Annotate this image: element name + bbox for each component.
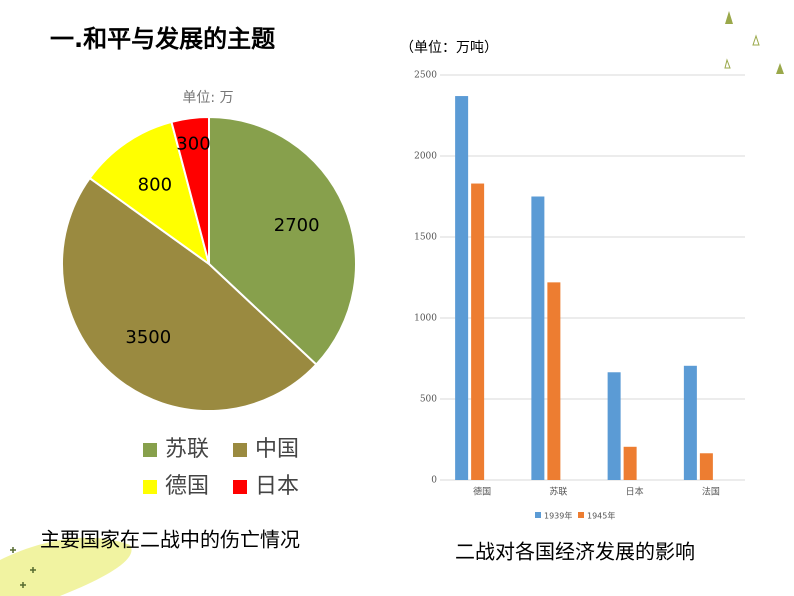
pie-slice <box>170 115 210 265</box>
data-label: 800 <box>138 174 172 195</box>
legend-label: 1939年 <box>544 511 572 521</box>
legend-label: 苏联 <box>165 437 209 462</box>
legend-label: 1945年 <box>587 511 615 521</box>
chart-title: （单位：万吨） <box>400 40 498 56</box>
y-tick-label: 500 <box>420 395 437 405</box>
pie-slice <box>88 120 211 267</box>
pie-slice <box>61 176 318 412</box>
bar <box>455 96 469 480</box>
legend-label: 德国 <box>165 474 209 499</box>
y-tick-label: 1500 <box>414 233 437 243</box>
legend-label: 中国 <box>255 437 299 462</box>
caption: 二战对各国经济发展的影响 <box>455 540 695 564</box>
legend-swatch <box>233 480 247 494</box>
data-label: 300 <box>176 133 210 154</box>
bar <box>531 196 545 480</box>
bar <box>699 453 713 480</box>
data-label: 2700 <box>274 215 320 236</box>
legend-swatch <box>578 512 584 518</box>
legend-swatch <box>233 443 247 457</box>
bar <box>471 183 485 481</box>
caption: 主要国家在二战中的伤亡情况 <box>40 528 300 552</box>
x-tick-label: 德国 <box>473 486 491 498</box>
pie-slice <box>208 115 357 366</box>
chart-subtitle: 单位: 万 <box>182 90 233 106</box>
x-tick-label: 法国 <box>702 486 720 498</box>
y-tick-label: 2000 <box>414 152 437 162</box>
x-tick-label: 苏联 <box>549 486 567 498</box>
legend-swatch <box>143 443 157 457</box>
decoration <box>0 11 784 596</box>
legend-swatch <box>535 512 541 518</box>
slide-title: 一.和平与发展的主题 <box>50 25 275 53</box>
bar <box>607 372 621 480</box>
y-tick-label: 2500 <box>414 71 437 81</box>
bar <box>683 365 697 480</box>
bar <box>547 282 561 480</box>
data-label: 3500 <box>125 327 171 348</box>
x-tick-label: 日本 <box>626 486 644 498</box>
y-tick-label: 0 <box>431 476 437 486</box>
bar <box>623 446 637 480</box>
legend-swatch <box>143 480 157 494</box>
legend-label: 日本 <box>255 474 299 499</box>
y-tick-label: 1000 <box>414 314 437 324</box>
